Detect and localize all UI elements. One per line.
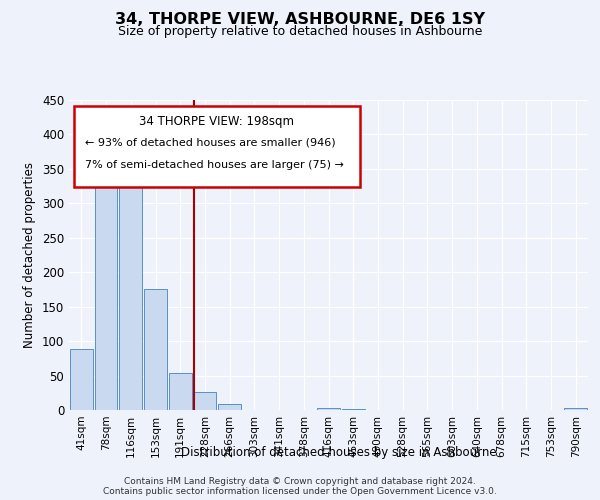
Y-axis label: Number of detached properties: Number of detached properties <box>23 162 37 348</box>
Text: 34 THORPE VIEW: 198sqm: 34 THORPE VIEW: 198sqm <box>139 116 295 128</box>
Text: Contains public sector information licensed under the Open Government Licence v3: Contains public sector information licen… <box>103 488 497 496</box>
Bar <box>70 348 93 410</box>
Bar <box>564 408 587 410</box>
Bar <box>95 166 118 410</box>
Text: Size of property relative to detached houses in Ashbourne: Size of property relative to detached ho… <box>118 25 482 38</box>
Bar <box>144 290 167 410</box>
Bar <box>169 374 191 410</box>
Text: Contains HM Land Registry data © Crown copyright and database right 2024.: Contains HM Land Registry data © Crown c… <box>124 476 476 486</box>
Bar <box>342 408 365 410</box>
Bar <box>317 408 340 410</box>
FancyBboxPatch shape <box>74 106 359 187</box>
Bar <box>119 186 142 410</box>
Text: 34, THORPE VIEW, ASHBOURNE, DE6 1SY: 34, THORPE VIEW, ASHBOURNE, DE6 1SY <box>115 12 485 28</box>
Bar <box>194 392 216 410</box>
Text: ← 93% of detached houses are smaller (946): ← 93% of detached houses are smaller (94… <box>85 137 335 147</box>
Text: 7% of semi-detached houses are larger (75) →: 7% of semi-detached houses are larger (7… <box>85 160 343 170</box>
Text: Distribution of detached houses by size in Ashbourne: Distribution of detached houses by size … <box>181 446 497 459</box>
Bar <box>218 404 241 410</box>
